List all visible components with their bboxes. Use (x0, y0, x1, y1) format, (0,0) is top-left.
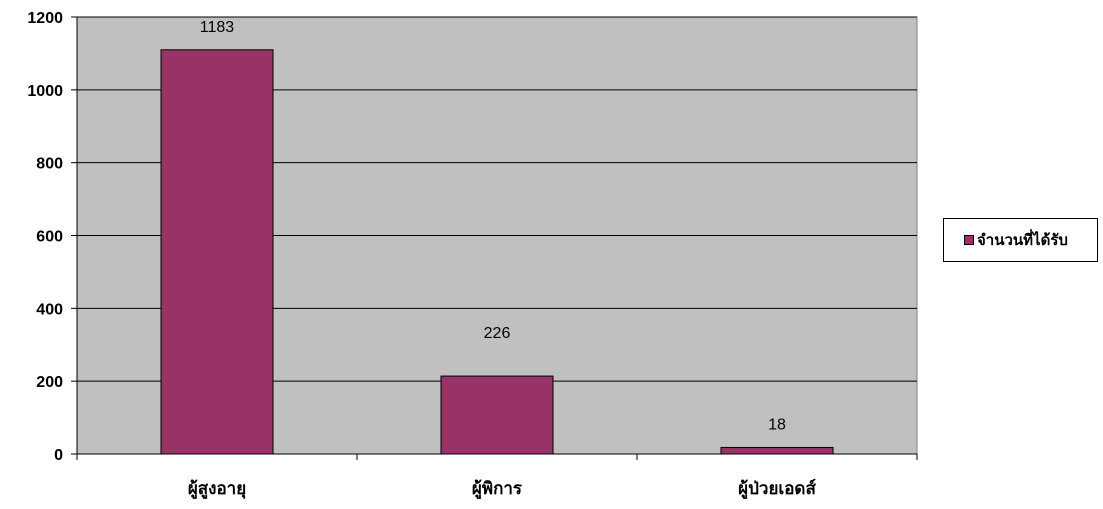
bar-1 (160, 49, 274, 455)
bar-3 (720, 446, 834, 455)
data-label: 1183 (200, 19, 235, 36)
data-label: 226 (484, 325, 511, 342)
legend-swatch (964, 235, 974, 245)
y-tick-label: 600 (36, 229, 63, 246)
x-category-label: ผู้ป่วยเอดส์ (738, 478, 816, 500)
y-tick-label: 1200 (27, 10, 63, 27)
y-tick-label: 800 (36, 156, 63, 173)
y-tick-label: 200 (36, 374, 63, 391)
y-tick-label: 0 (54, 447, 63, 464)
y-tick-label: 1000 (27, 83, 63, 100)
axes (71, 16, 918, 460)
bars (160, 49, 834, 455)
y-tick-label: 400 (36, 301, 63, 318)
x-category-label: ผู้สูงอายุ (188, 479, 246, 500)
labels: 0 200 400 600 800 1000 1200 1183 ผู้สูงอายุ 226 ผู… (27, 10, 816, 500)
x-category-label: ผู้พิการ (472, 479, 523, 500)
bar-2 (440, 375, 554, 455)
legend-label: จำนวนที่ได้รับ (977, 232, 1068, 249)
legend: จำนวนที่ได้รับ (943, 218, 1098, 262)
data-label: 18 (768, 416, 786, 433)
